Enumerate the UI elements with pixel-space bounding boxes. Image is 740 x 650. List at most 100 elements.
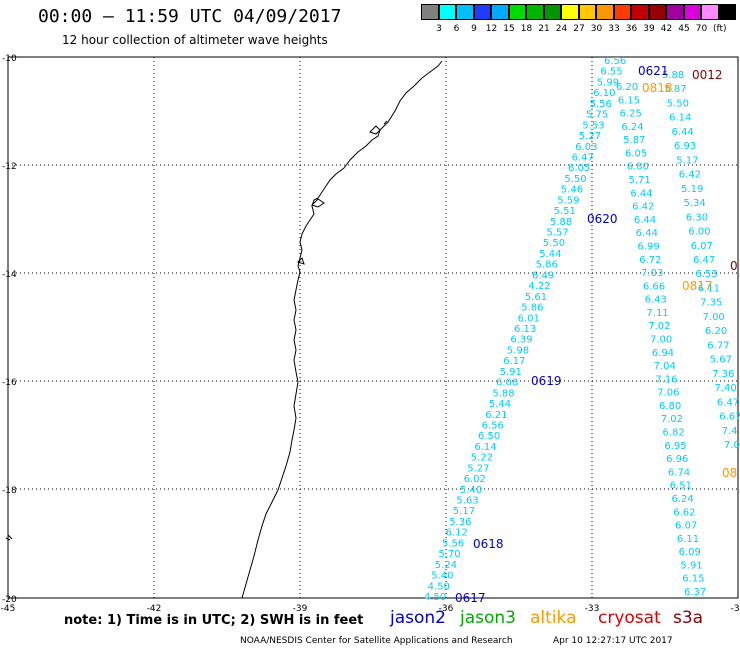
scale-swatch <box>701 4 719 20</box>
swh-value: 6.47 <box>693 255 715 266</box>
swh-value: 6.21 <box>485 410 507 421</box>
swh-value: 5.51 <box>554 206 576 217</box>
swh-value: 6.55 <box>600 67 622 78</box>
pass-label: 08 <box>722 466 737 480</box>
swh-value: 6.44 <box>672 127 694 138</box>
swh-value: 5.99 <box>597 77 619 88</box>
swh-value: 5.63 <box>456 496 478 507</box>
scale-unit: (ft) <box>713 24 727 34</box>
coastline <box>241 60 443 599</box>
swh-value: 7.02 <box>648 321 670 332</box>
swh-value: 5.27 <box>579 131 601 142</box>
swh-value: 6.51 <box>670 481 692 492</box>
scale-swatch <box>683 4 701 20</box>
swh-value: 5.34 <box>683 198 705 209</box>
swh-value: 6.42 <box>632 202 654 213</box>
scale-label: 6 <box>453 24 460 34</box>
swh-value: 6.80 <box>659 401 681 412</box>
swh-value: 5.22 <box>471 453 493 464</box>
swh-value: 6.00 <box>688 227 710 238</box>
lat-label: -12 <box>2 162 17 172</box>
lat-label: -14 <box>2 270 17 280</box>
swh-value: 5.56 <box>442 538 464 549</box>
island-mark <box>5 534 13 541</box>
lon-label: -33 <box>585 604 600 614</box>
swh-value: 5.98 <box>507 345 529 356</box>
lon-label: -36 <box>439 604 454 614</box>
swh-value: 4.22 <box>528 281 550 292</box>
scale-label: 42 <box>660 24 673 34</box>
swh-value: 5.59 <box>557 195 579 206</box>
scale-label: 45 <box>678 24 690 34</box>
lon-label: -42 <box>147 604 162 614</box>
swh-value: 7.40 <box>714 383 736 394</box>
page-subtitle: 12 hour collection of altimeter wave hei… <box>62 33 328 47</box>
swh-value: 6.43 <box>645 295 667 306</box>
scale-swatch <box>561 4 579 20</box>
swh-value: 6.82 <box>663 428 685 439</box>
swh-value: 5.19 <box>681 184 703 195</box>
scale-swatch <box>491 4 509 20</box>
scale-swatch <box>526 4 544 20</box>
scale-label: 39 <box>643 24 655 34</box>
swh-value: 6.96 <box>666 454 688 465</box>
swh-value: 5.70 <box>438 549 460 560</box>
swh-value: 6.25 <box>620 109 642 120</box>
scale-label: 27 <box>573 24 585 34</box>
scale-swatch <box>473 4 491 20</box>
swh-value: 6.50 <box>478 431 500 442</box>
legend-jason2: jason2 <box>390 608 446 628</box>
scale-swatch <box>648 4 666 20</box>
scale-swatch <box>596 4 614 20</box>
timestamp-text: Apr 10 12:27:17 UTC 2017 <box>553 636 673 646</box>
pass-label: 0818 <box>642 81 673 95</box>
swh-value: 4.50 <box>424 592 446 603</box>
swh-value: 5.50 <box>543 238 565 249</box>
swh-value: 6.17 <box>503 356 525 367</box>
swh-value: 6.05 <box>625 148 647 159</box>
scale-swatch <box>718 4 736 20</box>
pass-label: 0618 <box>473 537 504 551</box>
swh-value: 5.40 <box>460 485 482 496</box>
swh-value: 6.44 <box>634 215 656 226</box>
swh-value: 6.11 <box>677 534 699 545</box>
scale-label: 3 <box>436 24 442 34</box>
scale-swatch <box>613 4 631 20</box>
map-frame <box>7 56 739 599</box>
swh-value: 6.74 <box>668 467 690 478</box>
swh-value: 5.57 <box>546 228 568 239</box>
swh-value: 6.14 <box>669 113 691 124</box>
swh-value: 4.50 <box>428 581 450 592</box>
scale-label: 33 <box>608 24 620 34</box>
scale-label: 36 <box>625 24 638 34</box>
swh-value: 7.03 <box>641 268 663 279</box>
swh-value: 5.75 <box>586 110 608 121</box>
page-title: 00:00 — 11:59 UTC 04/09/2017 <box>38 6 342 27</box>
swh-value: 6.07 <box>691 241 713 252</box>
lat-label: -10 <box>2 54 17 64</box>
swh-value: 7.35 <box>700 298 722 309</box>
swh-value: 6.67 <box>719 412 740 423</box>
scale-label: 70 <box>695 24 708 34</box>
scale-swatch <box>578 4 596 20</box>
scale-label: 24 <box>555 24 568 34</box>
lon-label: -45 <box>1 604 16 614</box>
swh-value: 6.49 <box>532 270 554 281</box>
swh-value: 6.24 <box>621 122 643 133</box>
swh-value: 6.37 <box>684 587 706 598</box>
swh-value: 5.53 <box>582 120 604 131</box>
swh-value: 7.11 <box>646 308 668 319</box>
lat-label: -18 <box>2 486 17 496</box>
swh-value: 5.50 <box>667 98 689 109</box>
swh-value: 6.01 <box>518 313 540 324</box>
footer-note: note: 1) Time is in UTC; 2) SWH is in fe… <box>64 613 364 628</box>
swh-value: 6.08 <box>496 378 518 389</box>
swh-value: 7.36 <box>712 369 734 380</box>
swh-value: 6.07 <box>675 521 697 532</box>
swh-value: 6.53 <box>695 269 717 280</box>
swh-value: 5.91 <box>680 560 702 571</box>
scale-swatch <box>438 4 456 20</box>
pass-label: 0012 <box>692 68 723 82</box>
pass-label: 0817 <box>682 279 713 293</box>
